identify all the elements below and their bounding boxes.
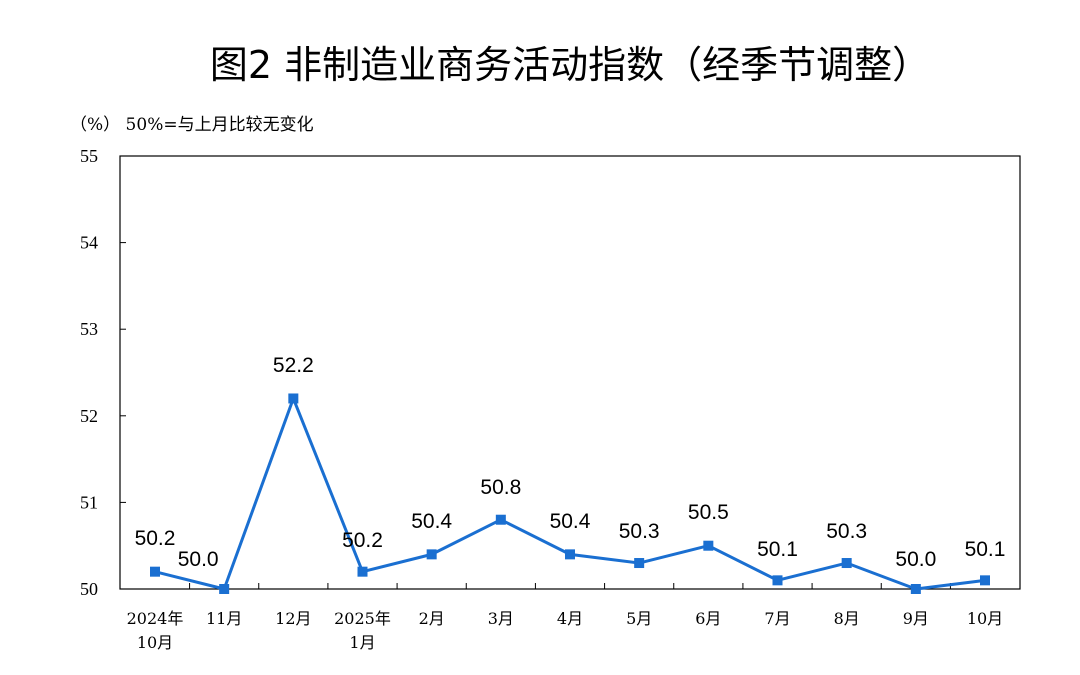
- series-line-group: [154, 396, 986, 591]
- x-tick-label: 2月: [419, 609, 445, 628]
- data-label: 50.4: [411, 510, 452, 533]
- x-tick-label: 10月: [967, 609, 1003, 628]
- data-label: 50.4: [550, 510, 591, 533]
- x-tick-label: 5月: [626, 609, 652, 628]
- data-point: [703, 540, 714, 551]
- x-tick-label: 8月: [834, 609, 860, 628]
- x-tick-label: 2025年: [334, 609, 391, 628]
- data-label: 50.5: [688, 501, 729, 524]
- x-tick-label: 3月: [488, 609, 514, 628]
- data-labels-group: 50.250.052.250.250.450.850.4 50.350.550.1…: [135, 354, 1006, 571]
- data-label: 50.3: [826, 520, 867, 543]
- data-point: [910, 584, 921, 594]
- y-tick-label: 55: [80, 146, 98, 166]
- y-axis: 50 51 52 53 54 55: [80, 146, 126, 599]
- x-tick-label: 11月: [206, 609, 242, 628]
- y-tick-label: 51: [80, 492, 98, 512]
- x-tick-label: 2024年: [127, 609, 184, 628]
- x-tick-label: 9月: [903, 609, 929, 628]
- data-point: [980, 575, 990, 586]
- data-label: 52.2: [273, 354, 314, 377]
- data-point: [150, 566, 160, 577]
- data-point: [288, 393, 299, 404]
- x-tick-label: 4月: [557, 609, 583, 628]
- y-tick-label: 53: [80, 319, 98, 339]
- unit-note: （%） 50%=与上月比较无变化: [70, 115, 314, 135]
- data-point: [565, 549, 575, 560]
- data-label: 50.1: [757, 538, 798, 561]
- x-tick-label: 1月: [349, 633, 375, 652]
- data-point: [426, 549, 437, 560]
- x-tick-label: 12月: [275, 609, 311, 628]
- data-label: 50.3: [619, 520, 660, 543]
- data-label: 50.0: [895, 548, 936, 571]
- plot-area: [119, 155, 1021, 590]
- x-axis: 2024年 10月 11月 12月 2025年 1月 2月 3月 4月 5月 6月 7月 8月 9月 10月: [119, 583, 1021, 652]
- series-line: [154, 396, 986, 591]
- x-tick-label: 7月: [764, 609, 790, 628]
- data-point: [357, 566, 368, 577]
- data-label: 50.8: [480, 476, 521, 499]
- data-point: [634, 558, 645, 569]
- x-tick-label: 10月: [137, 633, 173, 652]
- data-point: [772, 575, 783, 586]
- data-label: 50.1: [965, 538, 1006, 561]
- chart-title: 图2 非制造业商务活动指数（经季节调整）: [210, 43, 930, 87]
- data-point: [495, 514, 506, 525]
- y-tick-label: 50: [80, 579, 98, 599]
- markers-group: [150, 393, 990, 594]
- y-tick-label: 54: [80, 233, 98, 253]
- y-tick-label: 52: [80, 406, 98, 426]
- data-label: 50.2: [342, 529, 383, 552]
- data-point: [219, 584, 230, 594]
- data-point: [841, 558, 852, 569]
- x-tick-label: 6月: [695, 609, 721, 628]
- data-label: 50.0: [178, 548, 219, 571]
- data-label: 50.2: [135, 527, 176, 550]
